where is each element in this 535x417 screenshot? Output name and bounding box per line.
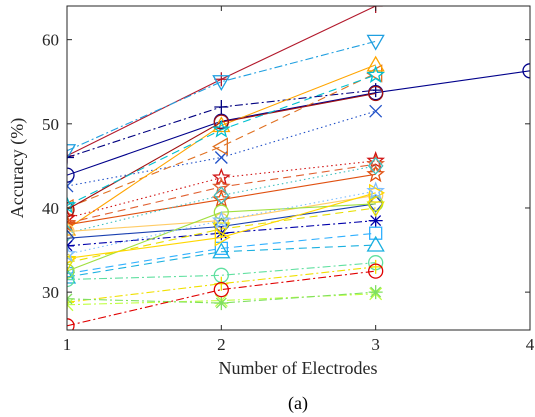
- data-point: [369, 183, 385, 202]
- data-point: [366, 34, 385, 51]
- series-layer: [67, 6, 530, 330]
- y-axis-title: Accuracy (%): [7, 118, 28, 218]
- data-point: [368, 83, 383, 98]
- y-tick-label: 50: [42, 115, 59, 134]
- data-point: [67, 244, 77, 263]
- series-line: [67, 192, 376, 260]
- data-point: [366, 201, 385, 218]
- series-26: [67, 285, 383, 311]
- data-point: [67, 150, 74, 165]
- series-line: [67, 291, 376, 304]
- figure-caption: (a): [288, 393, 308, 414]
- y-tick-label: 30: [42, 283, 59, 302]
- data-point: [368, 85, 384, 102]
- data-point: [211, 167, 231, 186]
- data-point: [67, 214, 77, 233]
- data-point: [67, 167, 75, 183]
- data-point: [369, 226, 383, 240]
- data-point: [366, 65, 386, 83]
- data-point: [67, 256, 77, 272]
- data-point: [67, 229, 75, 248]
- data-point: [67, 298, 74, 312]
- series-18: [67, 235, 385, 284]
- data-point: [368, 263, 384, 279]
- series-4: [67, 83, 383, 165]
- x-tick-label: 1: [63, 335, 72, 354]
- data-point: [214, 228, 231, 247]
- x-tick-label: 2: [217, 335, 226, 354]
- data-point: [214, 99, 229, 114]
- data-point: [212, 242, 231, 259]
- y-tick-label: 40: [42, 199, 59, 218]
- data-point: [212, 137, 228, 156]
- series-line: [67, 72, 376, 209]
- data-point: [211, 210, 231, 229]
- data-point: [67, 267, 77, 284]
- series-line: [67, 270, 376, 327]
- data-point: [366, 55, 385, 72]
- series-line: [67, 190, 376, 255]
- data-point: [67, 202, 75, 218]
- series-27: [67, 263, 384, 330]
- data-point: [67, 263, 75, 279]
- data-point: [213, 281, 229, 298]
- series-line: [67, 64, 376, 230]
- series-line: [67, 40, 376, 152]
- data-point: [67, 271, 75, 288]
- x-tick-label: 3: [371, 335, 380, 354]
- series-line: [67, 220, 376, 247]
- series-line: [67, 70, 530, 176]
- data-point: [366, 164, 386, 183]
- data-point: [367, 194, 384, 213]
- data-point: [67, 213, 77, 232]
- data-point: [67, 198, 74, 218]
- data-point: [214, 72, 229, 87]
- data-point: [67, 179, 74, 193]
- data-point: [366, 235, 385, 252]
- data-point: [67, 195, 77, 214]
- series-line: [67, 173, 376, 226]
- series-9: [67, 65, 386, 214]
- data-point: [368, 213, 383, 228]
- series-line: [67, 74, 376, 206]
- series-line: [67, 165, 376, 234]
- data-point: [67, 144, 77, 161]
- plot-area-frame: [66, 5, 531, 331]
- series-22: [67, 181, 386, 263]
- data-point: [67, 318, 75, 330]
- data-point: [67, 223, 75, 240]
- series-line: [67, 244, 376, 278]
- data-point: [67, 295, 74, 310]
- data-point: [67, 224, 75, 243]
- data-point: [369, 104, 383, 118]
- series-13: [67, 156, 384, 243]
- data-point: [214, 296, 229, 311]
- series-3: [67, 63, 530, 183]
- axis-ticks: 1 2 3 4 30 40 50 60: [42, 6, 535, 354]
- data-point: [213, 204, 229, 220]
- x-axis-title: Number of Electrodes: [219, 358, 378, 378]
- data-point: [367, 156, 384, 175]
- data-point: [212, 75, 231, 92]
- series-2: [67, 34, 385, 161]
- data-point: [368, 285, 383, 300]
- data-point: [366, 181, 386, 200]
- series-line: [67, 232, 376, 275]
- data-point: [211, 119, 231, 138]
- data-point: [522, 63, 530, 79]
- data-point: [67, 208, 77, 227]
- x-tick-label: 4: [526, 335, 535, 354]
- data-point: [213, 186, 230, 205]
- data-point: [368, 259, 383, 274]
- series-line: [67, 262, 376, 281]
- y-tick-label: 60: [42, 31, 59, 50]
- series-12: [67, 164, 386, 233]
